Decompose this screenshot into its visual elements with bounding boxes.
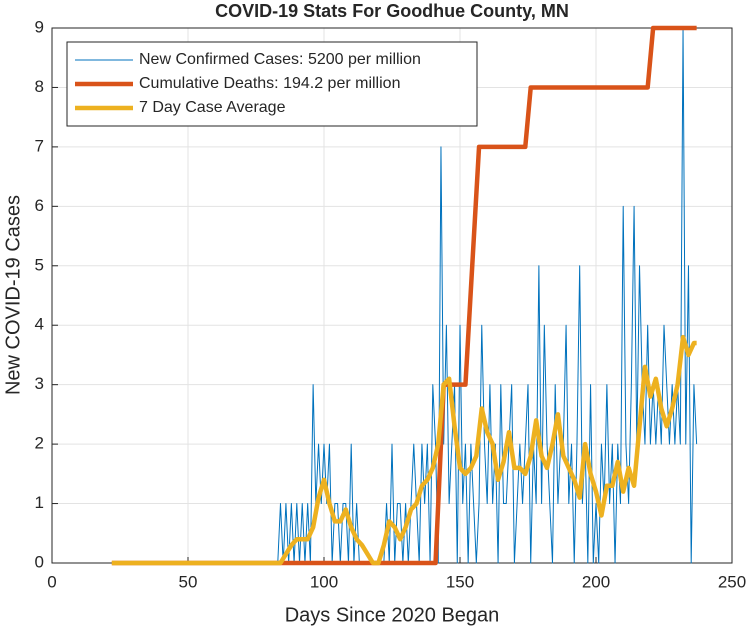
y-tick-label: 0	[35, 552, 44, 571]
x-tick-label: 100	[310, 572, 338, 591]
x-tick-label: 0	[47, 572, 56, 591]
legend-box	[66, 41, 478, 127]
series-line	[111, 27, 698, 564]
x-tick-label: 250	[718, 572, 746, 591]
y-tick-label: 6	[35, 196, 44, 215]
x-tick-label: 50	[179, 572, 198, 591]
y-tick-label: 8	[35, 77, 44, 96]
y-tick-label: 4	[35, 315, 44, 334]
y-tick-label: 9	[35, 17, 44, 36]
legend-label: New Confirmed Cases: 5200 per million	[139, 51, 421, 68]
x-axis-label: Days Since 2020 Began	[285, 604, 500, 626]
y-tick-label: 5	[35, 255, 44, 274]
x-tick-label: 200	[582, 572, 610, 591]
series-line	[111, 334, 697, 566]
y-tick-label: 7	[35, 136, 44, 155]
y-axis-label: New COVID-19 Cases	[2, 195, 24, 395]
series-line	[111, 25, 697, 566]
legend-label: Cumulative Deaths: 194.2 per million	[139, 75, 400, 92]
y-tick-label: 1	[35, 493, 44, 512]
x-tick-label: 150	[446, 572, 474, 591]
chart-title: COVID-19 Stats For Goodhue County, MN	[215, 1, 569, 21]
legend-label: 7 Day Case Average	[139, 99, 286, 116]
y-tick-label: 3	[35, 374, 44, 393]
y-tick-label: 2	[35, 434, 44, 453]
